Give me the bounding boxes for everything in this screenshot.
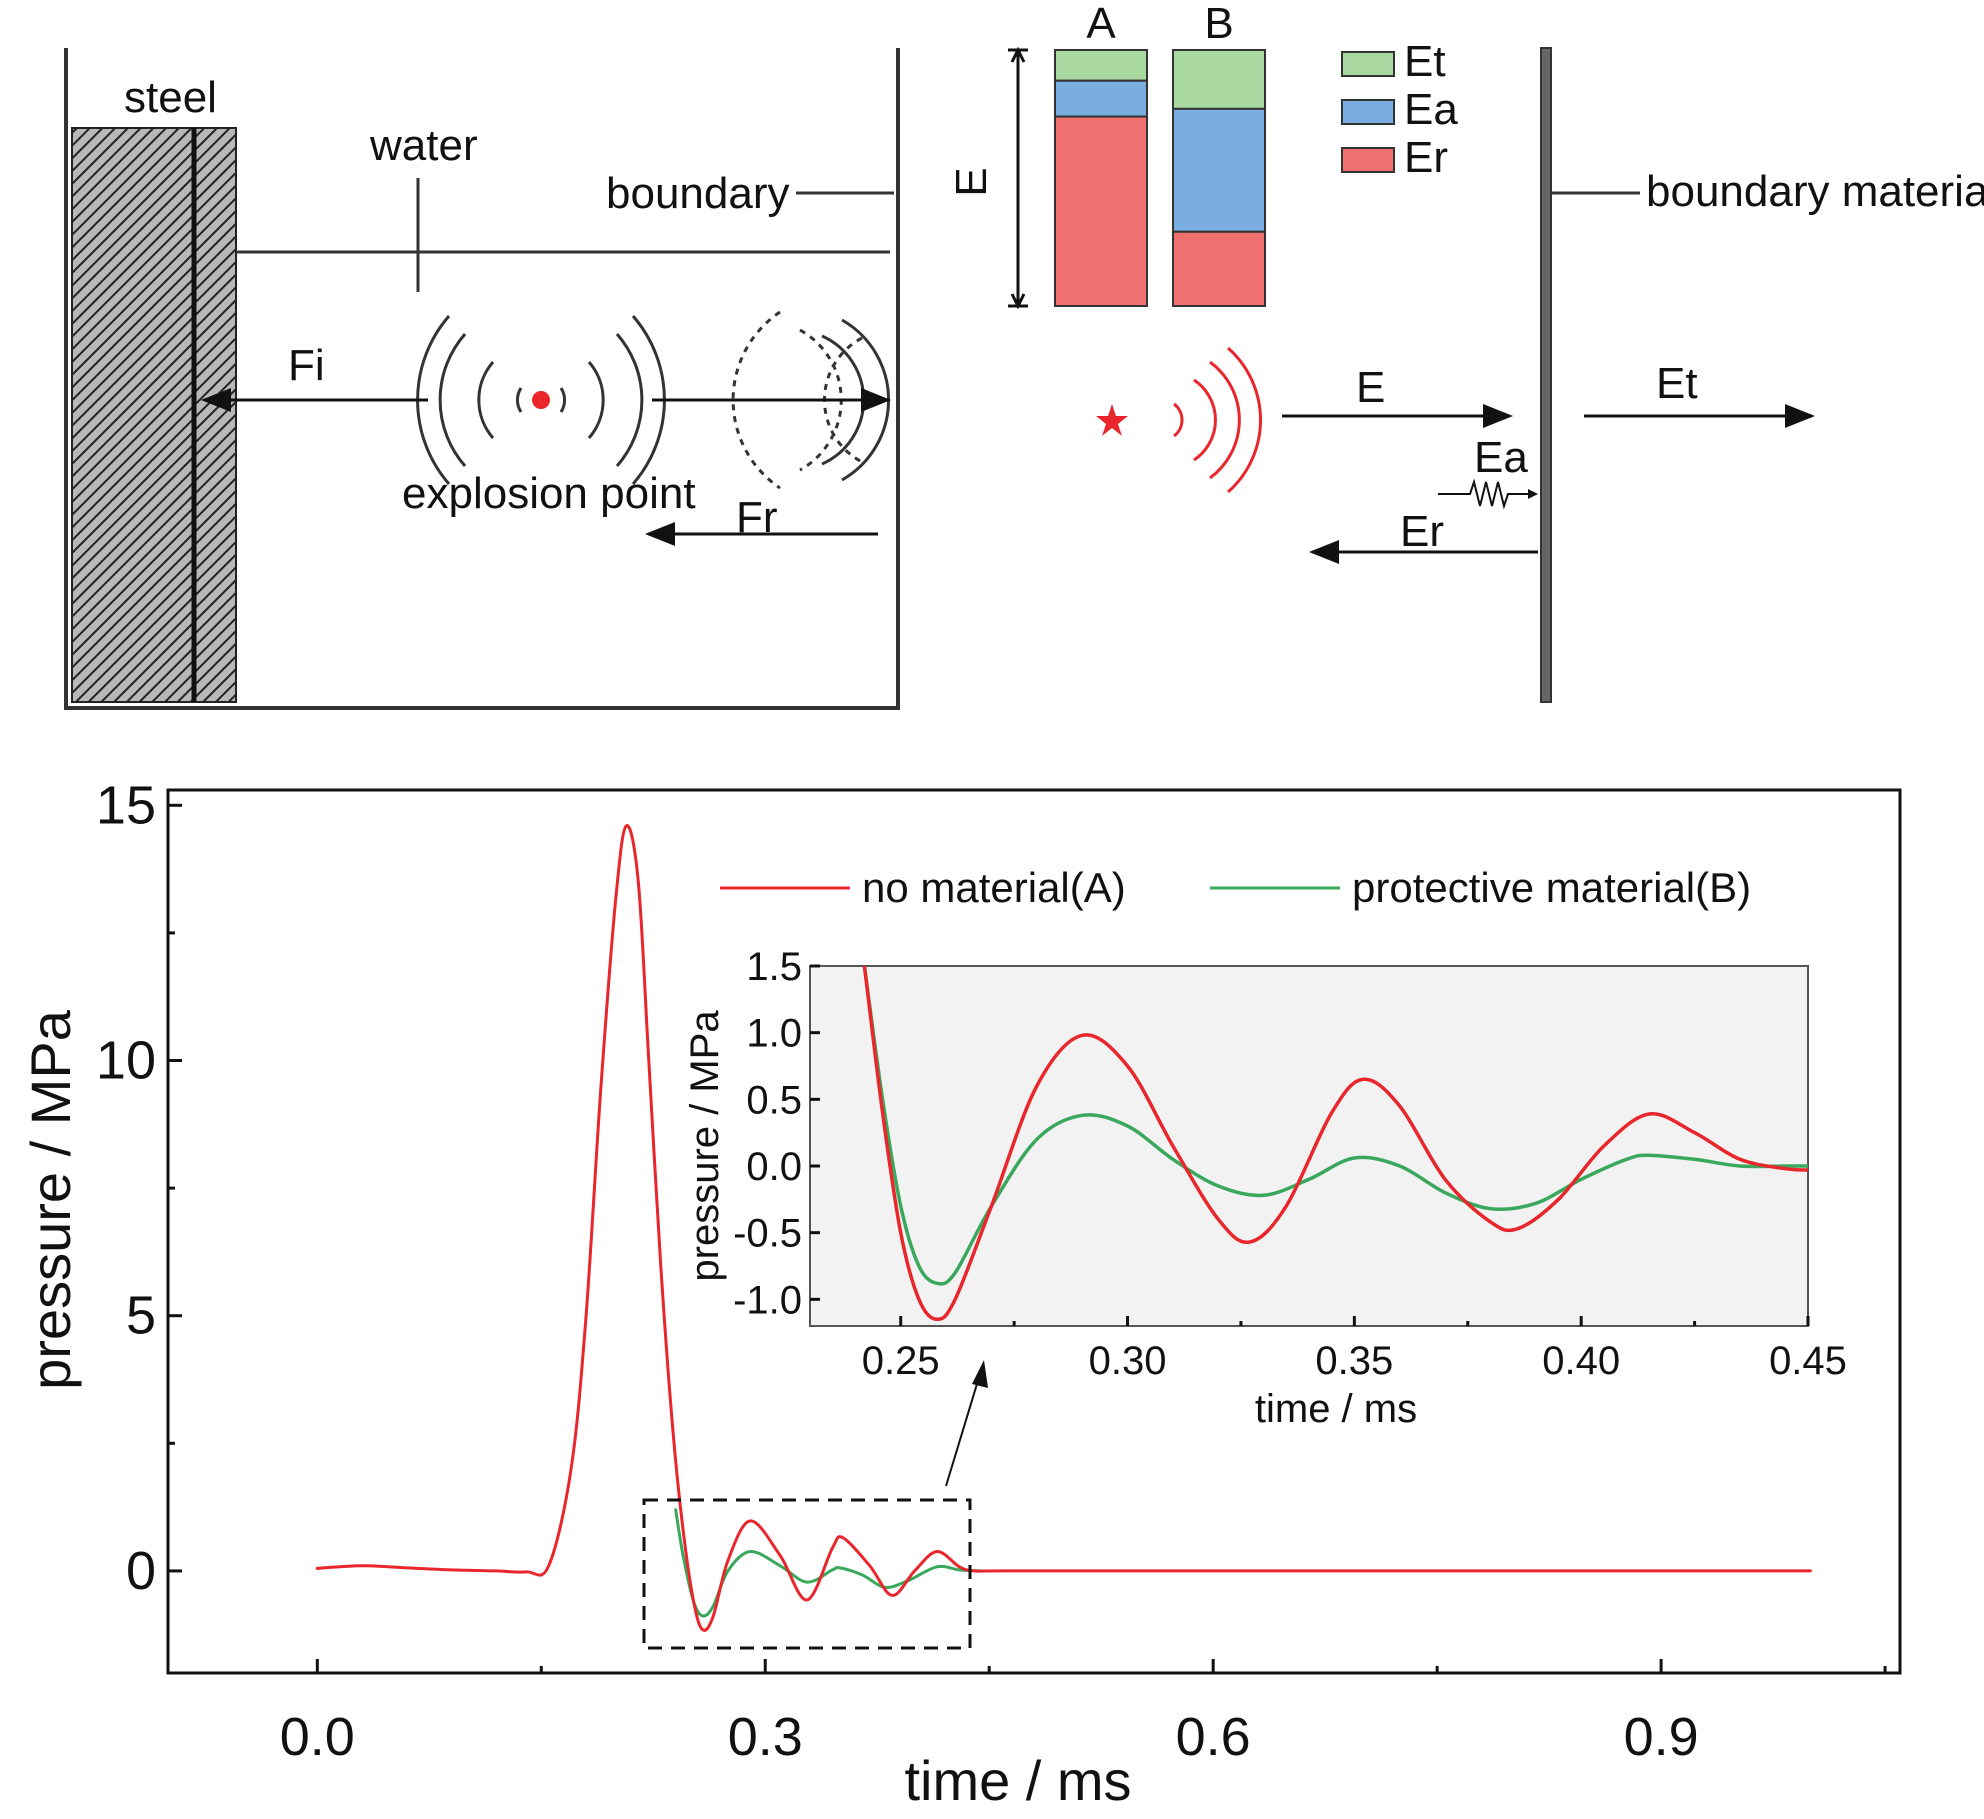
main-y-tick-label: 10 (96, 1031, 156, 1091)
energy-bar-a-er (1054, 115, 1148, 307)
main-y-tick-label: 5 (126, 1286, 156, 1346)
wave-icon (1173, 346, 1263, 494)
inset-y-tick-label: 1.5 (746, 945, 802, 989)
inset-y-tick-label: 0.0 (746, 1145, 802, 1189)
inset-y-tick-label: 1.0 (746, 1012, 802, 1056)
e-label: E (1356, 363, 1385, 412)
legend-label-a: no material(A) (862, 864, 1126, 911)
fi-label: Fi (288, 341, 325, 390)
inset-x-tick-label: 0.45 (1769, 1339, 1847, 1383)
boundary-material-plate (1540, 47, 1552, 703)
inset-x-tick-label: 0.30 (1089, 1339, 1167, 1383)
boundary-material-label: boundary material (1646, 167, 1984, 216)
main-legend: no material(A) protective material(B) (720, 864, 1751, 911)
energy-bar-chart: E A B (947, 0, 1266, 310)
zoom-pointer-arrow-icon (972, 1360, 988, 1388)
er-label: Er (1400, 507, 1444, 556)
main-x-tick-label: 0.6 (1176, 1707, 1251, 1767)
ea-label: Ea (1474, 433, 1528, 482)
energy-axis-arrow-top (1010, 46, 1026, 63)
energy-bar-a-ea (1054, 79, 1148, 118)
inset-series (862, 966, 1808, 1322)
inset-x-tick-label: 0.40 (1542, 1339, 1620, 1383)
inset-series-line-b (862, 966, 1808, 1286)
energy-bar-b-er (1172, 230, 1266, 307)
explosion-star-icon (1096, 404, 1128, 436)
inset-series-line-a (862, 966, 1808, 1322)
inset-y-tick-label: -1.0 (733, 1278, 802, 1322)
inset-ticks: 0.25 0.30 0.35 0.40 0.45 1.5 1.0 0.5 0.0 -0.5 -1.0 (733, 945, 1847, 1383)
main-x-axis-label: time / ms (904, 1749, 1131, 1812)
main-y-tick-label: 15 (96, 775, 156, 835)
energy-axis-label: E (947, 167, 996, 196)
main-x-tick-label: 0.0 (280, 1707, 355, 1767)
boundary-label: boundary (606, 169, 789, 218)
energy-legend-swatch-ea (1341, 99, 1395, 125)
legend-label-b: protective material(B) (1352, 864, 1751, 911)
inset-y-tick-label: -0.5 (733, 1212, 802, 1256)
energy-bar-label-a: A (1086, 0, 1116, 48)
inset-x-tick-label: 0.25 (862, 1339, 940, 1383)
boundary-schematic: boundary material E Et Ea Er (1096, 47, 1984, 703)
energy-legend-swatch-er (1341, 147, 1395, 173)
main-x-tick-label: 0.3 (728, 1707, 803, 1767)
steel-block (71, 127, 237, 703)
main-ticks: 0.0 0.3 0.6 0.9 0 5 10 15 (96, 775, 1887, 1767)
inset-x-tick-label: 0.35 (1315, 1339, 1393, 1383)
energy-bar-b-ea (1172, 107, 1266, 233)
spring-icon (1438, 478, 1530, 510)
main-y-axis-label: pressure / MPa (19, 1009, 82, 1390)
energy-legend-label-ea: Ea (1404, 85, 1458, 134)
tank-outline (64, 48, 900, 710)
energy-bar-b-et (1172, 49, 1266, 110)
tank-schematic: steel water boundary explosion point (64, 48, 900, 710)
main-series-line-b (674, 1508, 984, 1618)
energy-bar-label-b: B (1204, 0, 1233, 48)
fr-label: Fr (736, 493, 778, 542)
explosion-point-label: explosion point (402, 469, 696, 518)
inset-chart: 0.25 0.30 0.35 0.40 0.45 1.5 1.0 0.5 0.0 -0.5 -1.0… (683, 945, 1847, 1431)
inset-x-axis-label: time / ms (1255, 1387, 1417, 1431)
energy-legend-label-et: Et (1404, 37, 1446, 86)
energy-legend-label-er: Er (1404, 133, 1448, 182)
spring-arrow-icon (1528, 489, 1538, 499)
energy-axis-arrow-bottom (1010, 293, 1026, 310)
inset-plot-frame (809, 965, 1809, 1327)
steel-label: steel (124, 73, 217, 122)
zoom-region-box (642, 1498, 972, 1650)
energy-legend-swatch-et (1341, 51, 1395, 77)
explosion-point-icon (532, 391, 550, 409)
main-x-tick-label: 0.9 (1624, 1707, 1699, 1767)
inset-y-tick-label: 0.5 (746, 1078, 802, 1122)
zoom-pointer-line (945, 1373, 981, 1487)
inset-y-axis-label: pressure / MPa (683, 1010, 727, 1282)
energy-bar-a-et (1054, 49, 1148, 82)
water-label: water (369, 121, 478, 170)
et-label: Et (1656, 359, 1698, 408)
main-y-tick-label: 0 (126, 1541, 156, 1601)
